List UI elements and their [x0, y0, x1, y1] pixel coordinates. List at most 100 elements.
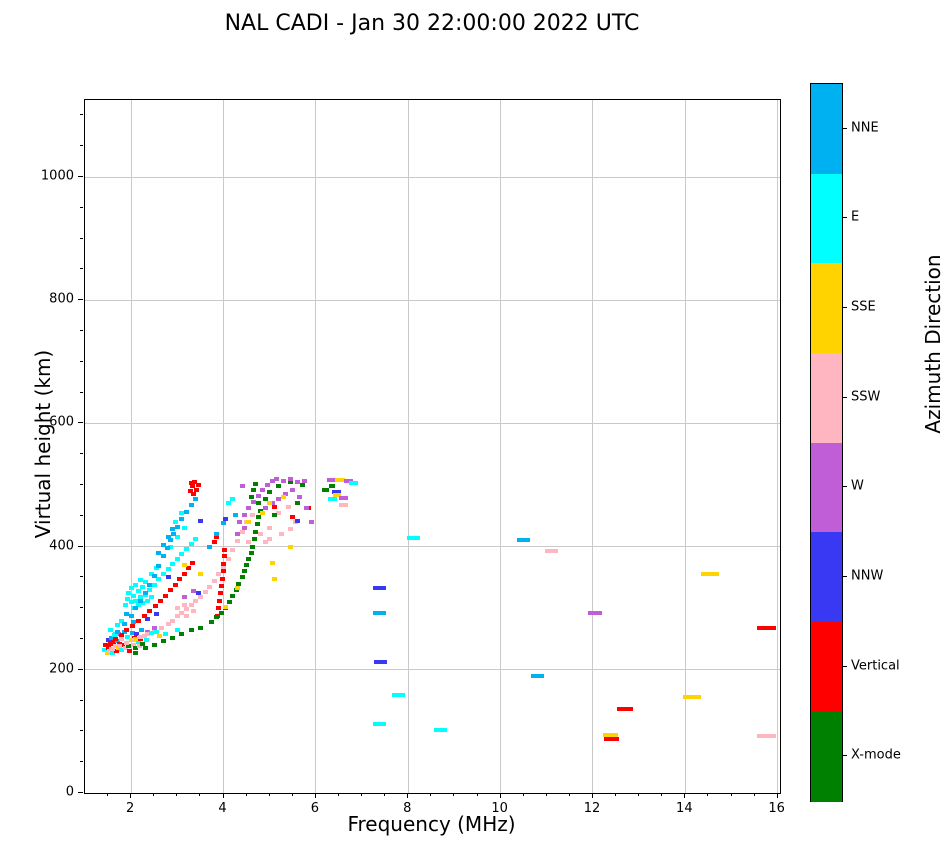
- data-point: [197, 625, 203, 630]
- data-point: [164, 545, 170, 550]
- colorbar-tick: [842, 307, 847, 309]
- colorbar-label-e: E: [851, 209, 860, 225]
- data-point: [251, 487, 257, 492]
- colorbar-tick: [842, 755, 847, 757]
- data-point: [144, 598, 150, 603]
- x-minor-tick: [291, 793, 293, 796]
- data-point: [230, 548, 236, 553]
- colorbar-label-v: Vertical: [851, 658, 900, 674]
- data-point: [170, 561, 176, 566]
- y-minor-tick: [80, 237, 83, 239]
- data-point: [112, 632, 118, 637]
- data-point: [269, 561, 275, 566]
- data-point: [287, 527, 293, 532]
- data-point: [193, 496, 199, 501]
- data-point: [114, 629, 120, 634]
- x-tick-label: 6: [310, 801, 320, 816]
- x-minor-tick: [522, 793, 524, 796]
- data-point: [230, 496, 236, 501]
- data-point: [587, 610, 602, 615]
- data-point: [181, 603, 187, 608]
- data-point: [207, 544, 213, 549]
- data-point: [154, 612, 160, 617]
- x-minor-tick: [384, 793, 386, 796]
- data-point: [179, 632, 185, 637]
- data-point: [267, 490, 273, 495]
- x-tick-label: 4: [218, 801, 227, 816]
- data-point: [392, 693, 406, 698]
- data-point: [221, 564, 227, 569]
- colorbar-label-nnw: NNW: [851, 568, 884, 584]
- data-point: [147, 609, 153, 614]
- data-point: [193, 599, 199, 604]
- data-point: [683, 694, 702, 699]
- data-point: [531, 673, 545, 678]
- data-point: [110, 650, 116, 655]
- x-tick-label: 14: [676, 801, 693, 816]
- colorbar-segment-v: [811, 621, 842, 712]
- data-point: [158, 599, 164, 604]
- data-point: [274, 477, 280, 482]
- data-point: [257, 532, 263, 537]
- data-point: [147, 582, 153, 587]
- data-point: [142, 590, 148, 595]
- y-axis-label: Virtual height (km): [31, 349, 55, 539]
- data-point: [271, 577, 277, 582]
- data-point: [124, 612, 130, 617]
- data-point: [137, 635, 143, 640]
- data-point: [517, 537, 531, 542]
- data-point: [163, 593, 169, 598]
- data-point: [161, 543, 166, 548]
- data-point: [373, 610, 387, 615]
- y-tick-label: 400: [49, 538, 74, 554]
- data-point: [332, 489, 342, 494]
- y-gridline: [85, 176, 780, 178]
- data-point: [129, 630, 135, 635]
- x-minor-tick: [176, 793, 178, 796]
- data-point: [294, 501, 300, 506]
- data-point: [188, 502, 194, 507]
- data-point: [165, 566, 171, 571]
- data-point: [244, 563, 250, 568]
- data-point: [172, 519, 178, 524]
- colorbar-tick: [842, 486, 847, 488]
- data-point: [130, 643, 136, 648]
- data-point: [254, 522, 260, 527]
- x-gridline: [500, 100, 502, 793]
- data-point: [188, 481, 194, 486]
- data-point: [294, 518, 300, 523]
- data-point: [107, 627, 113, 632]
- data-point: [197, 571, 203, 576]
- data-point: [188, 542, 194, 547]
- y-minor-tick: [80, 761, 83, 763]
- data-point: [154, 629, 160, 634]
- data-point: [218, 591, 224, 596]
- y-major-tick: [78, 668, 83, 670]
- x-major-tick: [130, 793, 132, 798]
- data-point: [329, 484, 335, 489]
- data-point: [156, 576, 162, 581]
- data-point: [241, 569, 247, 574]
- data-point: [285, 505, 291, 510]
- data-point: [339, 495, 349, 500]
- data-point: [216, 606, 222, 611]
- data-point: [211, 539, 217, 544]
- data-point: [241, 526, 247, 531]
- x-gridline: [407, 100, 409, 793]
- data-point: [171, 532, 177, 537]
- data-point: [143, 638, 149, 643]
- data-point: [174, 524, 180, 529]
- data-point: [174, 556, 180, 561]
- data-point: [167, 588, 173, 593]
- data-point: [207, 585, 213, 590]
- y-major-tick: [78, 176, 83, 177]
- y-major-tick: [78, 299, 83, 301]
- y-gridline: [85, 546, 780, 548]
- colorbar-segment-w: [811, 442, 842, 533]
- data-point: [179, 551, 185, 556]
- data-point: [249, 512, 255, 517]
- data-point: [174, 535, 180, 540]
- data-point: [130, 593, 136, 598]
- data-point: [197, 595, 203, 600]
- data-point: [191, 609, 197, 614]
